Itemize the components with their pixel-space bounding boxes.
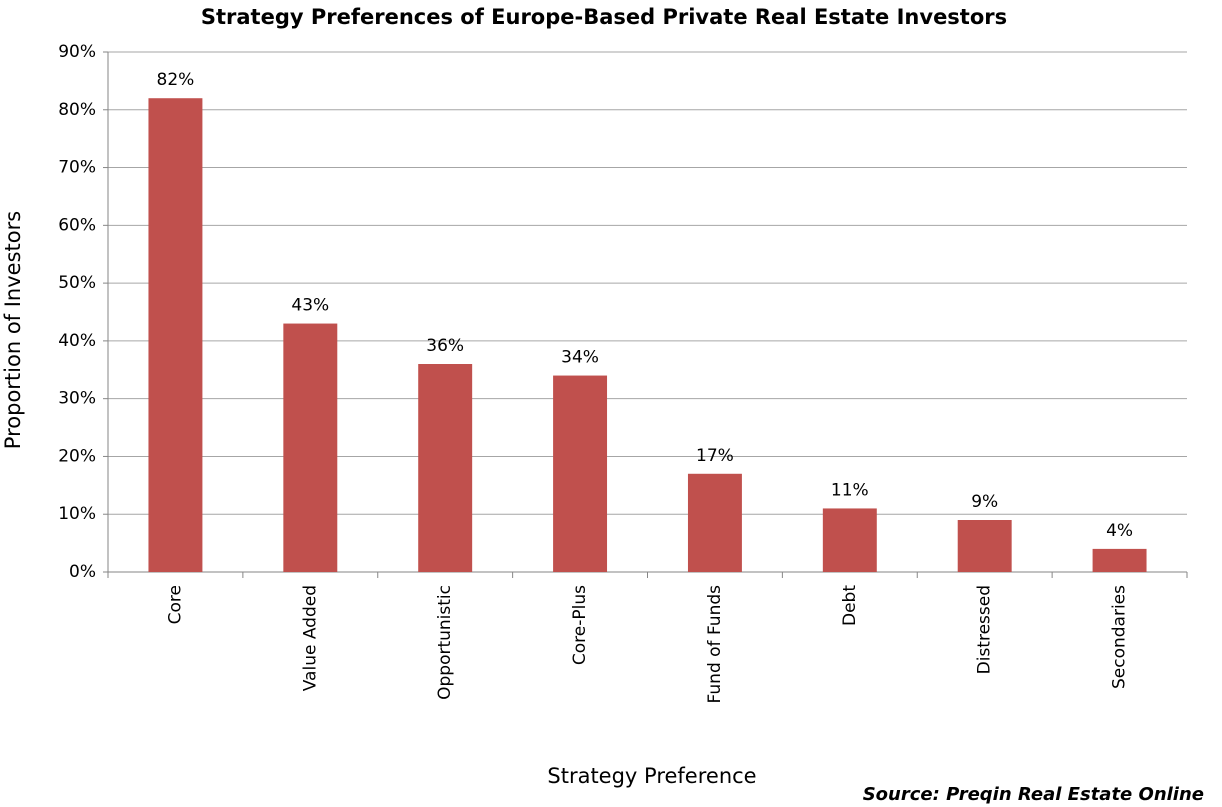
- y-tick-label: 40%: [58, 331, 96, 351]
- y-tick-label: 10%: [58, 504, 96, 524]
- value-label: 43%: [291, 296, 329, 316]
- value-label: 17%: [696, 446, 734, 466]
- y-tick-label: 70%: [58, 158, 96, 178]
- x-tick-label: Distressed: [975, 585, 995, 674]
- bar: [283, 323, 338, 572]
- bar: [957, 520, 1012, 572]
- y-tick-label: 20%: [58, 446, 96, 466]
- x-tick-label: Fund of Funds: [705, 585, 725, 704]
- x-tick-label: Debt: [840, 585, 860, 626]
- bar: [687, 473, 742, 572]
- chart-title: Strategy Preferences of Europe-Based Pri…: [201, 5, 1007, 29]
- x-tick-label: Core-Plus: [570, 585, 590, 665]
- x-tick-label: Core: [165, 585, 185, 624]
- value-label: 34%: [561, 348, 599, 368]
- bar: [148, 98, 203, 572]
- bar: [418, 364, 473, 572]
- y-axis-title: Proportion of Investors: [1, 211, 25, 449]
- x-axis-title: Strategy Preference: [547, 764, 756, 788]
- value-label: 9%: [971, 492, 998, 512]
- x-tick-label: Secondaries: [1110, 585, 1130, 689]
- value-label: 11%: [831, 480, 869, 500]
- bar: [553, 375, 608, 572]
- y-tick-label: 90%: [58, 42, 96, 62]
- y-tick-label: 80%: [58, 100, 96, 120]
- x-tick-label: Opportunistic: [435, 585, 455, 700]
- y-tick-label: 50%: [58, 273, 96, 293]
- y-tick-label: 30%: [58, 389, 96, 409]
- y-tick-label: 0%: [69, 562, 96, 582]
- bar: [1092, 548, 1147, 572]
- y-tick-label: 60%: [58, 215, 96, 235]
- x-tick-label: Value Added: [300, 585, 320, 691]
- value-label: 36%: [426, 336, 464, 356]
- value-label: 4%: [1106, 521, 1133, 541]
- bar: [822, 508, 877, 572]
- source-note: Source: Preqin Real Estate Online: [863, 784, 1204, 805]
- value-label: 82%: [157, 70, 195, 90]
